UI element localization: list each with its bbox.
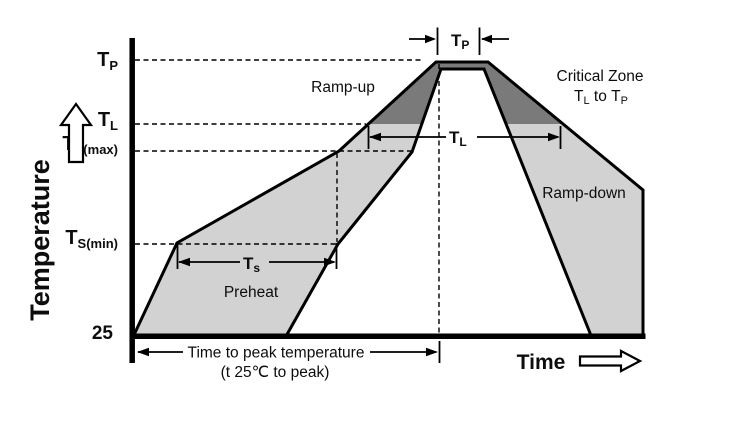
- region-labels: Ramp-up Critical Zone TL to TP Ramp-down…: [224, 68, 644, 301]
- time-right-arrow-icon: [578, 349, 643, 373]
- y-tick-tsmin: TS(min): [65, 227, 118, 251]
- x-axis-title: Time: [517, 351, 566, 374]
- time-to-peak-dimension: Time to peak temperature (t 25℃ to peak): [137, 341, 441, 381]
- time-to-peak-arrowhead-left-icon: [137, 347, 149, 357]
- time-to-peak-sublabel: (t 25℃ to peak): [221, 364, 330, 381]
- y-axis-title: Temperature: [25, 159, 55, 321]
- tp-dimension: TP: [409, 27, 509, 55]
- y-tick-tp: TP: [97, 49, 118, 73]
- temperature-up-arrow-icon: [58, 102, 94, 164]
- ts-dimension: Ts: [176, 243, 338, 275]
- time-to-peak-label-backdrop: [183, 344, 370, 360]
- tl-arrowhead-left-icon: [369, 132, 381, 142]
- ts-arrowhead-right-icon: [324, 257, 336, 267]
- time-to-peak-arrowhead-right-icon: [426, 347, 438, 357]
- y-tick-tl: TL: [98, 109, 118, 133]
- tl-dim-label: TL: [449, 128, 467, 149]
- origin-label: 25: [92, 323, 114, 344]
- tl-dimension: TL: [367, 126, 562, 149]
- time-to-peak-label: Time to peak temperature: [188, 345, 365, 362]
- tl-label-backdrop: [446, 128, 477, 146]
- tp-dim-label: TP: [451, 31, 469, 52]
- dashed-reference-lines: [135, 59, 440, 337]
- ts-label-backdrop: [240, 250, 269, 271]
- tp-dimension-lines: [409, 27, 509, 55]
- critical-zone-range-label: TL to TP: [574, 88, 628, 107]
- critical-zone-fill: [366, 62, 563, 124]
- ts-dim-label: Ts: [243, 254, 260, 275]
- tp-arrowhead-left-icon: [425, 34, 436, 44]
- preheat-label: Preheat: [224, 284, 279, 301]
- ts-arrowhead-left-icon: [178, 257, 190, 267]
- critical-zone-label: Critical Zone: [557, 68, 644, 85]
- ramp-down-label: Ramp-down: [542, 185, 626, 202]
- tl-arrowhead-right-icon: [548, 132, 560, 142]
- ramp-up-label: Ramp-up: [311, 79, 375, 96]
- axis-titles: Temperature Time: [25, 102, 643, 374]
- y-axis-tick-labels: TP TL TS(max) TS(min) 25: [62, 49, 118, 344]
- tp-arrowhead-right-icon: [481, 34, 492, 44]
